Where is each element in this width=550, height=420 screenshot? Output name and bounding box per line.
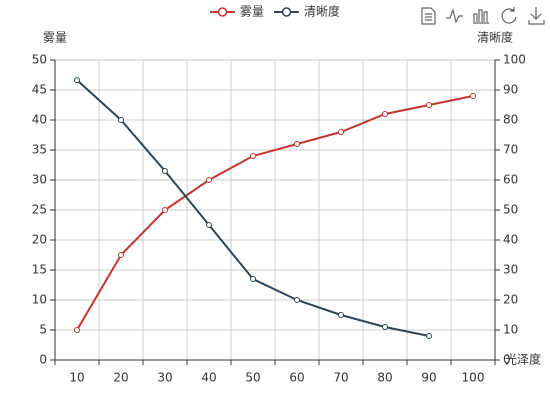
y-tick-label: 30 [32,173,47,187]
data-point [470,93,476,99]
data-point [74,327,80,333]
x-tick-label: 30 [157,371,172,385]
y-tick-label: 10 [32,293,47,307]
legend-label: 清晰度 [304,4,340,19]
x-tick-label: 100 [462,371,485,385]
y-tick-label: 25 [32,203,47,217]
data-point [338,129,344,135]
legend-marker [281,7,292,17]
data-point [118,117,124,123]
data-view-icon[interactable] [421,7,436,25]
y2-tick-label: 100 [503,53,526,67]
x-tick-label: 40 [201,371,216,385]
data-point [294,297,300,303]
y2-tick-label: 40 [503,233,518,247]
data-point [74,77,80,84]
legend-item[interactable]: 雾量 [210,5,264,19]
x-tick-label: 90 [421,371,436,385]
x-tick-label: 20 [113,371,128,385]
data-point [162,207,168,213]
y2-tick-label: 30 [503,263,518,277]
data-point [294,141,300,147]
data-point [426,333,432,339]
y2-tick-label: 0 [503,353,511,367]
restore-icon[interactable] [501,7,517,24]
data-point [382,111,388,117]
series-line [76,95,474,331]
y-tick-label: 45 [32,83,47,97]
y2-axis-title: 清晰度 [477,30,513,45]
line-icon[interactable] [446,7,463,24]
x-tick-label: 60 [289,371,304,385]
data-point [162,168,168,174]
y2-tick-label: 90 [503,83,518,97]
x-tick-label: 80 [377,371,392,385]
data-point [206,222,212,228]
x-tick-label: 10 [69,371,84,385]
data-point [206,177,212,183]
data-point [338,312,344,318]
data-point [250,276,256,282]
y2-tick-label: 60 [503,173,518,187]
x-tick-label: 70 [333,371,348,385]
data-point [118,252,124,258]
bar-icon[interactable] [473,9,489,24]
y-tick-label: 15 [32,263,47,277]
data-point [250,153,256,159]
y-tick-label: 0 [39,353,47,367]
data-point [382,324,388,330]
y-tick-label: 50 [32,53,47,67]
y-tick-label: 35 [32,143,47,157]
save-icon[interactable] [528,7,545,25]
y-tick-label: 40 [32,113,47,127]
y2-tick-label: 20 [503,293,518,307]
toolbox[interactable] [421,7,545,25]
legend-label: 雾量 [240,5,264,19]
y-tick-label: 20 [32,233,47,247]
legend-item[interactable]: 清晰度 [274,4,340,19]
y-axis-title: 雾量 [43,31,67,45]
y2-tick-label: 10 [503,323,518,337]
x-tick-label: 50 [245,371,260,385]
legend-marker [217,7,228,17]
y-tick-label: 5 [39,323,47,337]
y2-tick-label: 70 [503,143,518,157]
x-axis-title: 光泽度 [505,352,541,367]
y2-tick-label: 50 [503,203,518,217]
data-point [426,102,432,108]
y2-tick-label: 80 [503,113,518,127]
